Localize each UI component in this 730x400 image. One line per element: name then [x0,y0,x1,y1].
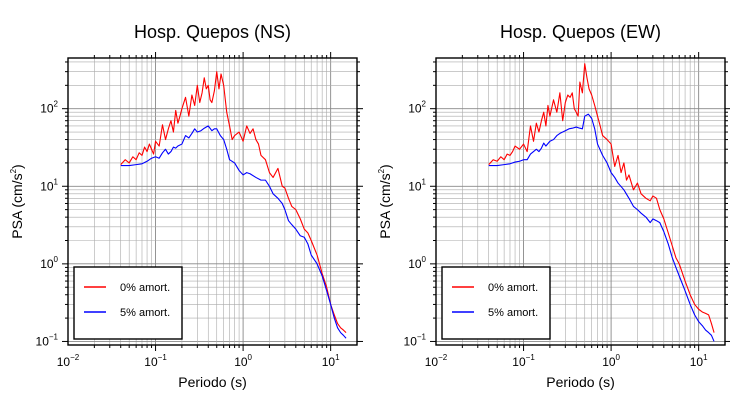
chart-title: Hosp. Quepos (NS) [134,22,291,42]
tick-base: 10 [408,179,422,193]
tick-exp: 1 [422,177,427,186]
tick-base: 10 [40,257,54,271]
y-axis-label-sup: 2 [377,168,386,173]
x-tick-label: 10−1 [512,353,535,369]
x-axis-label: Periodo (s) [178,374,246,390]
x-tick-label: 10−1 [144,353,167,369]
tick-exp: 2 [422,100,427,109]
tick-base: 10 [234,355,248,369]
tick-exp: 1 [335,353,340,362]
y-axis-label-main: PSA (cm/s [377,173,393,238]
x-tick-label: 10−2 [57,353,80,369]
x-tick-label: 100 [602,353,620,369]
chart-panel-ns: Hosp. Quepos (NS)10−2 10−1 100 10110−110010… [9,22,363,390]
y-axis-label-end: ) [9,164,25,169]
tick-exp: −2 [70,353,80,362]
series-line-0 [488,63,715,333]
tick-base: 10 [57,355,71,369]
tick-base: 10 [690,355,704,369]
tick-base: 10 [408,257,422,271]
legend-label-1: 5% amort. [120,307,170,319]
y-tick-label: 101 [40,177,58,193]
tick-exp: 0 [616,353,621,362]
tick-exp: −1 [526,353,536,362]
x-tick-label: 101 [690,353,708,369]
y-tick-label: 100 [40,255,58,271]
y-axis-label: PSA (cm/s2) [377,164,393,238]
x-tick-label: 101 [322,353,340,369]
series-line-0 [120,71,347,334]
tick-base: 10 [408,102,422,116]
tick-base: 10 [36,334,50,348]
tick-exp: −2 [438,353,448,362]
tick-base: 10 [512,355,526,369]
y-tick-label: 102 [408,100,426,116]
plot-frame [435,57,726,346]
x-axis-label: Periodo (s) [546,374,614,390]
tick-base: 10 [404,334,418,348]
legend-label-0: 0% amort. [488,282,538,294]
y-axis-label-end: ) [377,164,393,169]
tick-exp: 0 [248,353,253,362]
tick-base: 10 [40,102,54,116]
legend-box [73,266,183,340]
legend: 0% amort. 5% amort. [73,266,183,340]
series-line-1 [120,125,347,339]
legend-label-0: 0% amort. [120,282,170,294]
y-tick-label: 100 [408,255,426,271]
chart-title: Hosp. Quepos (EW) [500,22,661,42]
chart-panel-ew: Hosp. Quepos (EW)10−2 10−1 100 10110−110010… [377,22,730,390]
y-tick-label: 101 [408,177,426,193]
tick-exp: −1 [158,353,168,362]
y-axis-label: PSA (cm/s2) [9,164,25,238]
y-axis-label-main: PSA (cm/s [9,173,25,238]
tick-exp: 1 [703,353,708,362]
y-axis-label-sup: 2 [9,168,18,173]
tick-exp: 0 [422,255,427,264]
tick-exp: 0 [54,255,59,264]
tick-exp: 1 [54,177,59,186]
tick-base: 10 [322,355,336,369]
tick-base: 10 [602,355,616,369]
y-tick-label: 10−1 [404,332,427,348]
tick-exp: 2 [54,100,59,109]
y-tick-label: 10−1 [36,332,59,348]
legend-label-1: 5% amort. [488,307,538,319]
legend: 0% amort. 5% amort. [441,266,551,340]
series-line-1 [488,113,715,342]
plot-frame [67,57,358,346]
tick-base: 10 [144,355,158,369]
x-tick-label: 100 [234,353,252,369]
x-tick-label: 10−2 [425,353,448,369]
tick-base: 10 [425,355,439,369]
tick-exp: −1 [49,332,59,341]
tick-exp: −1 [417,332,427,341]
y-tick-label: 102 [40,100,58,116]
tick-base: 10 [40,179,54,193]
legend-box [441,266,551,340]
